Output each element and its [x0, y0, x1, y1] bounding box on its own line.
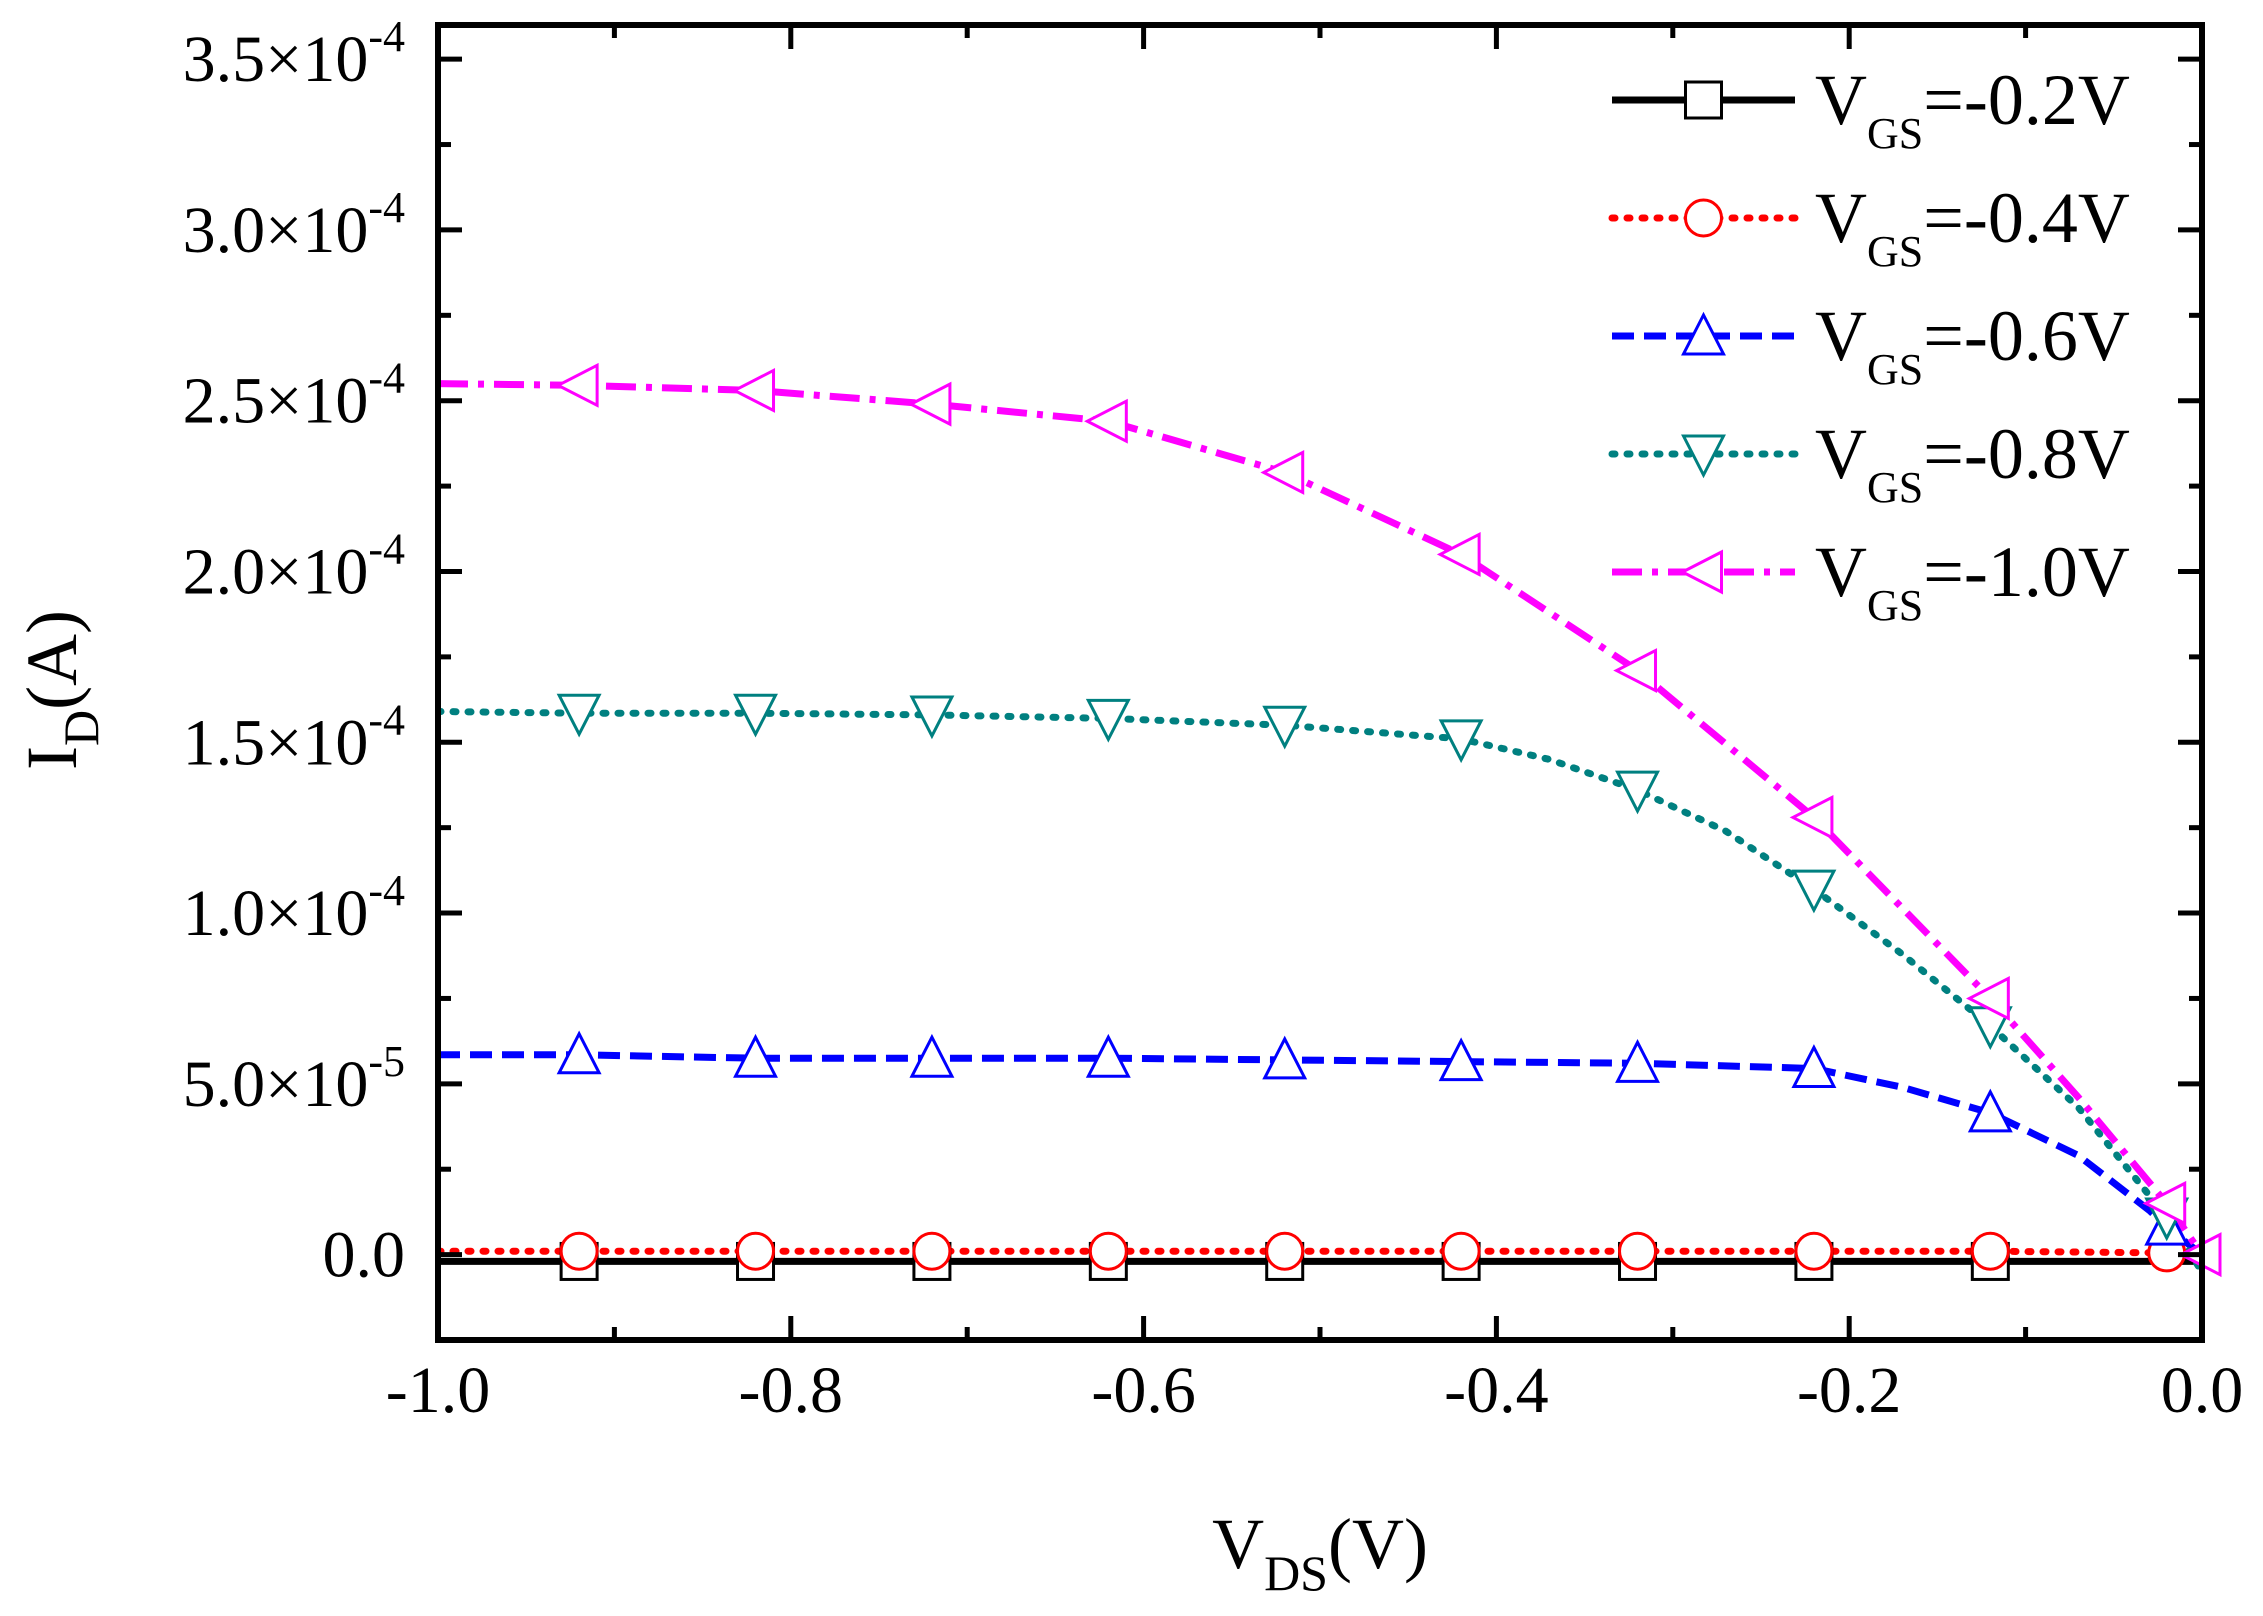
series-3-marker [1438, 1037, 1484, 1082]
series-4-marker [1791, 869, 1837, 914]
y-tick-labels: 0.0 5.0×10-5 1.0×10-4 1.5×10-4 2.0×10-4 2.5×1… [183, 12, 405, 1291]
series-3-marker [1262, 1035, 1308, 1080]
legend-label-5: VGS=-1.0V [1815, 532, 2130, 630]
y-axis-title: ID(A) [12, 610, 109, 770]
series-line-5 [438, 380, 2202, 1257]
y-tick-label: 0.0 [323, 1219, 406, 1292]
legend: VGS=-0.2V VGS=-0.4V VGS=-0.6V VGS=-0.8V VGS=… [1608, 60, 2130, 630]
series-4-marker [1085, 698, 1131, 743]
series-5-marker [1966, 975, 2010, 1021]
series-5-marker [554, 362, 599, 408]
series-5-marker [731, 368, 776, 413]
axis-ticks [435, 25, 2205, 1340]
series-2-marker [1794, 1231, 1834, 1271]
x-tick-labels: -1.0 -0.8 -0.6 -0.4 -0.2 0.0 [386, 1354, 2243, 1427]
series-5-marker [1436, 531, 1481, 577]
y-tick-label: 2.5×10-4 [183, 354, 405, 438]
series-2-marker [736, 1231, 776, 1271]
series-4-marker [1262, 705, 1308, 750]
legend-marker-2 [1684, 198, 1723, 238]
series-2-marker [1441, 1231, 1481, 1271]
legend-marker-5 [1679, 549, 1723, 595]
legend-marker-4 [1681, 434, 1726, 479]
series-2-marker [1265, 1231, 1305, 1271]
series-3-marker [1085, 1033, 1131, 1078]
series-markers [554, 362, 2222, 1281]
x-tick-label: -0.8 [739, 1354, 843, 1427]
series-2-marker [912, 1231, 952, 1271]
series-5-marker [1613, 648, 1658, 694]
series-4-marker [556, 693, 602, 738]
series-3-marker [556, 1030, 602, 1075]
x-axis-title: VDS(V) [1212, 1504, 1428, 1601]
legend-marker-3 [1681, 311, 1726, 356]
series-5-marker [1789, 794, 1834, 840]
series-4-marker [909, 695, 955, 740]
series-2-marker [1088, 1231, 1128, 1271]
series-5-marker [1084, 398, 1128, 444]
series-3-marker [1967, 1088, 2013, 1133]
series-3-marker [1615, 1039, 1660, 1083]
legend-label-4: VGS=-0.8V [1815, 414, 2130, 512]
x-tick-label: -1.0 [386, 1354, 490, 1427]
y-tick-label: 1.0×10-4 [183, 866, 405, 950]
series-2-marker [1970, 1231, 2010, 1271]
series-line-4 [438, 708, 2202, 1276]
legend-label-1: VGS=-0.2V [1815, 60, 2130, 158]
series-3-marker [1791, 1044, 1837, 1088]
x-tick-label: 0.0 [2161, 1354, 2244, 1427]
y-tick-label: 3.5×10-4 [183, 12, 405, 96]
series-2-marker [1618, 1231, 1658, 1271]
legend-label-2: VGS=-0.4V [1815, 178, 2130, 276]
series-line-3 [438, 1051, 2202, 1258]
x-tick-label: -0.6 [1091, 1354, 1195, 1427]
series-3-marker [909, 1033, 955, 1078]
y-tick-label: 5.0×10-5 [183, 1037, 405, 1121]
series-5-marker [1260, 449, 1305, 495]
series-lines [438, 380, 2202, 1276]
series-3-marker [733, 1033, 778, 1078]
svg-text:ID(A): ID(A) [12, 610, 109, 770]
series-2-marker [559, 1231, 599, 1271]
x-tick-label: -0.2 [1797, 1354, 1901, 1427]
series-5-marker [2142, 1180, 2187, 1226]
legend-label-3: VGS=-0.6V [1815, 296, 2130, 394]
y-tick-label: 3.0×10-4 [183, 183, 405, 267]
legend-marker-1 [1684, 80, 1723, 120]
series-5-marker [907, 381, 952, 427]
series-4-marker [1438, 719, 1484, 764]
series-4-marker [733, 693, 778, 738]
series-line-2 [438, 1247, 2202, 1259]
series-4-marker [1615, 770, 1660, 815]
y-tick-label: 1.5×10-4 [183, 695, 405, 779]
y-tick-label: 2.0×10-4 [183, 524, 405, 608]
x-tick-label: -0.4 [1444, 1354, 1548, 1427]
